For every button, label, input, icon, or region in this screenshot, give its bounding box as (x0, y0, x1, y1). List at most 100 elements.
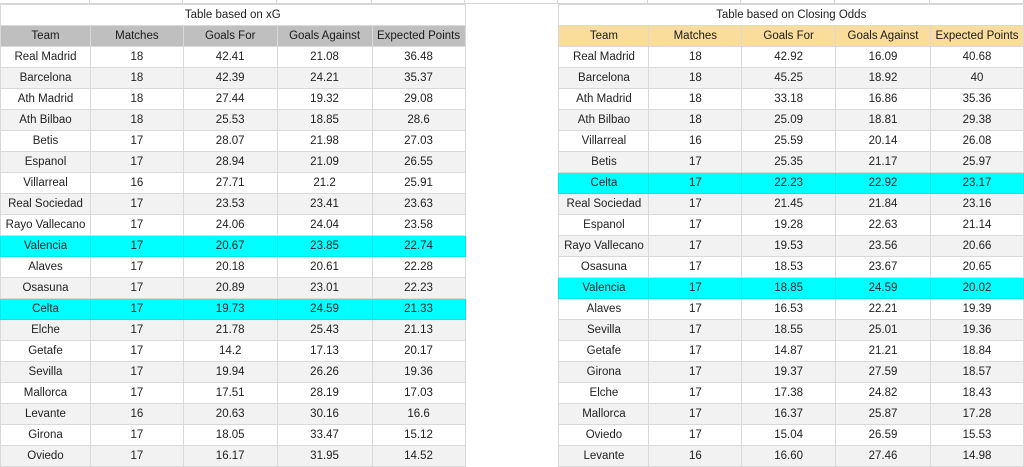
goals-against-cell[interactable]: 27.59 (835, 361, 931, 383)
team-cell[interactable]: Ath Bilbao (0, 109, 91, 131)
goals-against-cell[interactable]: 21.2 (276, 172, 373, 194)
goals-for-cell[interactable]: 16.37 (741, 403, 837, 425)
goals-against-cell[interactable]: 19.32 (276, 88, 373, 110)
matches-cell[interactable]: 18 (89, 46, 184, 68)
goals-against-cell[interactable]: 21.84 (835, 193, 931, 215)
goals-against-cell[interactable]: 24.04 (276, 214, 373, 236)
goals-against-cell[interactable]: 24.59 (276, 298, 373, 320)
matches-cell[interactable]: 17 (89, 445, 184, 467)
team-cell[interactable]: Ath Madrid (0, 88, 91, 110)
table-row[interactable]: Valencia 17 18.85 24.59 20.02 (558, 277, 1024, 299)
team-cell[interactable]: Espanol (558, 214, 650, 236)
table-row[interactable]: Getafe 17 14.2 17.13 20.17 (0, 340, 466, 362)
expected-points-cell[interactable]: 22.74 (371, 235, 466, 257)
goals-against-cell[interactable]: 25.87 (835, 403, 931, 425)
expected-points-cell[interactable]: 35.36 (929, 88, 1024, 110)
expected-points-cell[interactable]: 20.02 (929, 277, 1024, 299)
matches-cell[interactable]: 17 (89, 235, 184, 257)
matches-cell[interactable]: 18 (648, 46, 743, 68)
goals-for-cell[interactable]: 19.53 (741, 235, 837, 257)
goals-for-cell[interactable]: 21.45 (741, 193, 837, 215)
goals-for-cell[interactable]: 20.63 (182, 403, 278, 425)
table-row[interactable]: Elche 17 21.78 25.43 21.13 (0, 319, 466, 341)
matches-cell[interactable]: 17 (648, 319, 743, 341)
table-row[interactable]: Barcelona 18 45.25 18.92 40 (558, 67, 1024, 89)
team-cell[interactable]: Levante (0, 403, 91, 425)
table-row[interactable]: Ath Bilbao 18 25.09 18.81 29.38 (558, 109, 1024, 131)
table-row[interactable]: Mallorca 17 16.37 25.87 17.28 (558, 403, 1024, 425)
column-header-team[interactable]: Team (558, 25, 650, 47)
expected-points-cell[interactable]: 19.36 (929, 319, 1024, 341)
goals-against-cell[interactable]: 30.16 (276, 403, 373, 425)
expected-points-cell[interactable]: 23.58 (371, 214, 466, 236)
matches-cell[interactable]: 17 (89, 130, 184, 152)
team-cell[interactable]: Villarreal (0, 172, 91, 194)
goals-for-cell[interactable]: 24.06 (182, 214, 278, 236)
goals-against-cell[interactable]: 20.14 (835, 130, 931, 152)
expected-points-cell[interactable]: 21.14 (929, 214, 1024, 236)
goals-for-cell[interactable]: 19.73 (182, 298, 278, 320)
goals-against-cell[interactable]: 23.41 (276, 193, 373, 215)
table-row[interactable]: Real Sociedad 17 23.53 23.41 23.63 (0, 193, 466, 215)
goals-against-cell[interactable]: 25.43 (276, 319, 373, 341)
goals-against-cell[interactable]: 20.61 (276, 256, 373, 278)
column-header-goals-for[interactable]: Goals For (182, 25, 278, 47)
team-cell[interactable]: Rayo Vallecano (558, 235, 650, 257)
team-cell[interactable]: Betis (0, 130, 91, 152)
column-header-goals-for[interactable]: Goals For (741, 25, 837, 47)
table-row[interactable]: Osasuna 17 20.89 23.01 22.23 (0, 277, 466, 299)
column-header-expected-points[interactable]: Expected Points (371, 25, 466, 47)
goals-for-cell[interactable]: 42.41 (182, 46, 278, 68)
table-row[interactable]: Barcelona 18 42.39 24.21 35.37 (0, 67, 466, 89)
goals-for-cell[interactable]: 33.18 (741, 88, 837, 110)
table-row[interactable]: Real Madrid 18 42.92 16.09 40.68 (558, 46, 1024, 68)
goals-against-cell[interactable]: 21.98 (276, 130, 373, 152)
table-row[interactable]: Sevilla 17 18.55 25.01 19.36 (558, 319, 1024, 341)
matches-cell[interactable]: 17 (89, 151, 184, 173)
matches-cell[interactable]: 18 (648, 109, 743, 131)
matches-cell[interactable]: 16 (89, 403, 184, 425)
goals-against-cell[interactable]: 23.85 (276, 235, 373, 257)
table-row[interactable]: Ath Madrid 18 27.44 19.32 29.08 (0, 88, 466, 110)
goals-for-cell[interactable]: 14.87 (741, 340, 837, 362)
goals-against-cell[interactable]: 24.82 (835, 382, 931, 404)
team-cell[interactable]: Celta (558, 172, 650, 194)
table-row[interactable]: Elche 17 17.38 24.82 18.43 (558, 382, 1024, 404)
goals-for-cell[interactable]: 19.28 (741, 214, 837, 236)
expected-points-cell[interactable]: 19.36 (371, 361, 466, 383)
expected-points-cell[interactable]: 16.6 (371, 403, 466, 425)
matches-cell[interactable]: 18 (648, 67, 743, 89)
matches-cell[interactable]: 17 (648, 151, 743, 173)
expected-points-cell[interactable]: 36.48 (371, 46, 466, 68)
goals-against-cell[interactable]: 24.21 (276, 67, 373, 89)
team-cell[interactable]: Elche (0, 319, 91, 341)
goals-against-cell[interactable]: 22.21 (835, 298, 931, 320)
team-cell[interactable]: Villarreal (558, 130, 650, 152)
table-row[interactable]: Espanol 17 19.28 22.63 21.14 (558, 214, 1024, 236)
expected-points-cell[interactable]: 14.52 (371, 445, 466, 467)
goals-against-cell[interactable]: 23.01 (276, 277, 373, 299)
table-row[interactable]: Mallorca 17 17.51 28.19 17.03 (0, 382, 466, 404)
column-header-goals-against[interactable]: Goals Against (276, 25, 373, 47)
column-header-matches[interactable]: Matches (89, 25, 184, 47)
table-row[interactable]: Levante 16 20.63 30.16 16.6 (0, 403, 466, 425)
goals-against-cell[interactable]: 25.01 (835, 319, 931, 341)
matches-cell[interactable]: 17 (89, 298, 184, 320)
goals-for-cell[interactable]: 25.59 (741, 130, 837, 152)
team-cell[interactable]: Real Sociedad (558, 193, 650, 215)
expected-points-cell[interactable]: 18.43 (929, 382, 1024, 404)
table-row[interactable]: Rayo Vallecano 17 19.53 23.56 20.66 (558, 235, 1024, 257)
column-header-matches[interactable]: Matches (648, 25, 743, 47)
expected-points-cell[interactable]: 20.17 (371, 340, 466, 362)
table-row[interactable]: Real Sociedad 17 21.45 21.84 23.16 (558, 193, 1024, 215)
expected-points-cell[interactable]: 17.28 (929, 403, 1024, 425)
team-cell[interactable]: Celta (0, 298, 91, 320)
goals-for-cell[interactable]: 42.92 (741, 46, 837, 68)
expected-points-cell[interactable]: 20.66 (929, 235, 1024, 257)
goals-for-cell[interactable]: 28.07 (182, 130, 278, 152)
goals-against-cell[interactable]: 21.21 (835, 340, 931, 362)
team-cell[interactable]: Real Madrid (558, 46, 650, 68)
matches-cell[interactable]: 17 (89, 256, 184, 278)
goals-for-cell[interactable]: 23.53 (182, 193, 278, 215)
matches-cell[interactable]: 17 (89, 193, 184, 215)
